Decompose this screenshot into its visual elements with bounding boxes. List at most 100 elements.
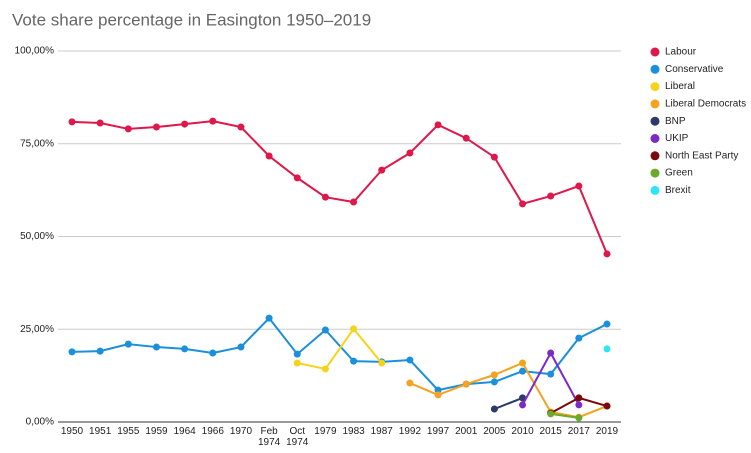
data-point <box>68 348 76 356</box>
data-point <box>519 359 527 367</box>
data-point <box>519 200 527 208</box>
legend-label: North East Party <box>665 150 738 161</box>
data-point <box>490 378 498 386</box>
data-point <box>96 347 104 355</box>
series-line <box>550 412 579 419</box>
legend-label: Conservative <box>665 64 724 75</box>
legend-marker <box>650 185 660 195</box>
data-point <box>181 120 189 128</box>
legend-marker <box>650 82 660 92</box>
x-tick-label: 1966 <box>201 426 224 437</box>
x-tick-label: 1983 <box>342 426 365 437</box>
data-point <box>490 405 498 413</box>
data-point <box>293 359 301 367</box>
data-point <box>603 402 611 410</box>
data-point <box>181 345 189 353</box>
series-line <box>297 327 383 371</box>
x-tick-label: 1959 <box>145 426 168 437</box>
data-point <box>406 149 414 157</box>
legend-marker <box>650 151 660 161</box>
data-point <box>209 349 217 357</box>
data-point <box>237 343 245 351</box>
series-line <box>71 316 608 392</box>
series-line <box>71 120 608 255</box>
legend-label: UKIP <box>665 133 689 144</box>
data-point <box>406 379 414 387</box>
data-point <box>96 119 104 127</box>
legend-label: Liberal <box>665 81 695 92</box>
x-tick-label: 1955 <box>117 426 140 437</box>
x-tick-label: 1997 <box>426 426 450 437</box>
data-point <box>152 123 160 131</box>
legend-label: Liberal Democrats <box>665 99 746 110</box>
x-tick-label: 2010 <box>511 426 534 437</box>
legend-marker <box>650 116 660 126</box>
data-point <box>575 401 583 409</box>
legend-marker <box>650 168 660 178</box>
legend-marker <box>650 64 660 74</box>
data-point <box>293 174 301 182</box>
data-point <box>350 325 358 333</box>
x-tick-label: 1992 <box>398 426 422 437</box>
data-point <box>321 326 329 334</box>
legend-label: Green <box>665 168 693 179</box>
x-tick-label: 1970 <box>229 426 253 437</box>
data-point <box>152 343 160 351</box>
data-point <box>209 117 217 125</box>
legend-marker <box>650 134 660 143</box>
data-point <box>378 359 386 367</box>
data-point <box>434 386 442 394</box>
data-point <box>293 350 301 358</box>
data-point <box>547 410 555 418</box>
legend-marker <box>650 47 660 57</box>
y-tick-label: 75,00% <box>20 138 54 149</box>
data-point <box>603 345 611 353</box>
x-tick-label: 2005 <box>483 426 506 437</box>
y-tick-label: 25,00% <box>20 324 54 335</box>
y-tick-label: 50,00% <box>20 231 54 242</box>
data-point <box>265 314 273 322</box>
chart-title: Vote share percentage in Easington 1950–… <box>12 10 371 29</box>
x-tick-label: 1950 <box>60 426 84 437</box>
data-point <box>547 349 555 357</box>
data-point <box>603 320 611 328</box>
data-point <box>378 166 386 174</box>
data-point <box>124 125 132 133</box>
legend-label: Brexit <box>665 185 691 196</box>
data-point <box>603 250 611 258</box>
x-tick-label: 1987 <box>370 426 393 437</box>
legend-label: BNP <box>665 116 686 127</box>
data-point <box>575 182 583 190</box>
data-point <box>237 123 245 131</box>
data-point <box>575 394 583 402</box>
data-point <box>547 192 555 200</box>
data-point <box>350 198 358 206</box>
data-point <box>547 370 555 378</box>
x-tick-label: 1979 <box>314 426 337 437</box>
data-point <box>406 356 414 364</box>
data-point <box>519 401 527 409</box>
x-tick-label: 2019 <box>595 426 619 437</box>
data-point <box>434 121 442 129</box>
y-tick-label: 0,00% <box>26 417 54 428</box>
data-point <box>490 153 498 161</box>
x-tick-label: 1964 <box>173 426 196 437</box>
x-tick-label: 1951 <box>89 426 112 437</box>
data-point <box>434 391 442 399</box>
data-point <box>575 414 583 422</box>
data-point <box>265 152 273 160</box>
data-point <box>68 118 76 126</box>
legend-marker <box>650 99 660 109</box>
x-tick-label: Feb 1974 <box>257 426 281 448</box>
data-point <box>462 380 470 388</box>
data-point <box>519 367 527 375</box>
x-tick-label: 2001 <box>455 426 478 437</box>
x-tick-label: 2017 <box>567 426 590 437</box>
x-tick-label: Oct 1974 <box>286 426 309 448</box>
series-line <box>494 396 523 410</box>
y-tick-label: 100,00% <box>15 46 55 57</box>
legend-label: Labour <box>665 47 697 58</box>
data-point <box>124 340 132 348</box>
data-point <box>490 371 498 379</box>
